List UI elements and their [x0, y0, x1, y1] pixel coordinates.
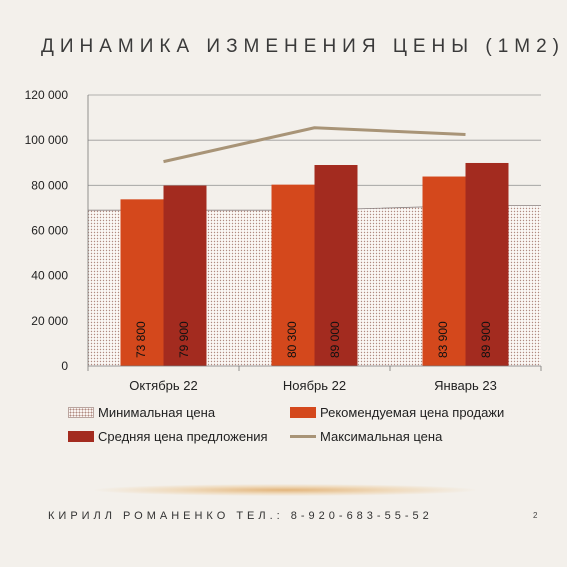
bar-data-label: 89 000: [328, 321, 342, 358]
bar: [271, 184, 315, 366]
bar-data-label: 83 900: [436, 321, 450, 358]
legend-item-recommended-price: Рекомендуемая цена продажи: [290, 405, 540, 420]
slide-title: ДИНАМИКА ИЗМЕНЕНИЯ ЦЕНЫ (1М2): [41, 36, 565, 57]
bar-data-label: 80 300: [285, 321, 299, 358]
data-labels: 73 800 80 300 83 900 79 900 89 000 89 900: [134, 321, 493, 358]
y-tick-label: 120 000: [25, 88, 69, 102]
page-number: 2: [533, 511, 538, 520]
legend-item-max-price: Максимальная цена: [290, 429, 540, 444]
legend-swatch-average: [68, 431, 94, 442]
y-tick-label: 20 000: [31, 314, 68, 328]
bar: [314, 165, 358, 366]
legend-label-min: Минимальная цена: [98, 405, 216, 420]
y-tick-label: 0: [61, 359, 68, 373]
bar: [163, 185, 207, 366]
bar: [120, 199, 164, 366]
bar-data-label: 89 900: [479, 321, 493, 358]
y-tick-label: 100 000: [25, 133, 69, 147]
bar: [465, 162, 509, 366]
decorative-glow: [95, 484, 475, 496]
y-tick-label: 80 000: [31, 178, 68, 192]
bar: [422, 176, 466, 366]
legend-item-average-price: Средняя цена предложения: [68, 429, 290, 444]
bar-data-label: 79 900: [177, 321, 191, 358]
axes: 0 20 000 40 000 60 000 80 000 100 000 120 000 О…: [25, 88, 542, 393]
x-tick-label: Октябрь 22: [129, 378, 197, 393]
x-tick-label: Ноябрь 22: [283, 378, 346, 393]
legend-label-max: Максимальная цена: [320, 429, 443, 444]
max-price-line: [163, 126, 466, 164]
x-tick-label: Январь 23: [434, 378, 497, 393]
bars: [120, 162, 509, 366]
legend-swatch-min: [68, 407, 94, 418]
legend-swatch-max: [290, 435, 316, 438]
legend-label-average: Средняя цена предложения: [98, 429, 268, 444]
legend-item-min-price: Минимальная цена: [68, 405, 290, 420]
footer-contact: КИРИЛЛ РОМАНЕНКО ТЕЛ.: 8-920-683-55-52: [48, 510, 433, 522]
bar-data-label: 73 800: [134, 321, 148, 358]
legend-label-recommended: Рекомендуемая цена продажи: [320, 405, 505, 420]
chart-legend: Минимальная цена Рекомендуемая цена прод…: [68, 405, 548, 444]
max-price-line: [163, 126, 466, 164]
y-tick-label: 40 000: [31, 269, 68, 283]
y-tick-label: 60 000: [31, 224, 68, 238]
legend-swatch-recommended: [290, 407, 316, 418]
